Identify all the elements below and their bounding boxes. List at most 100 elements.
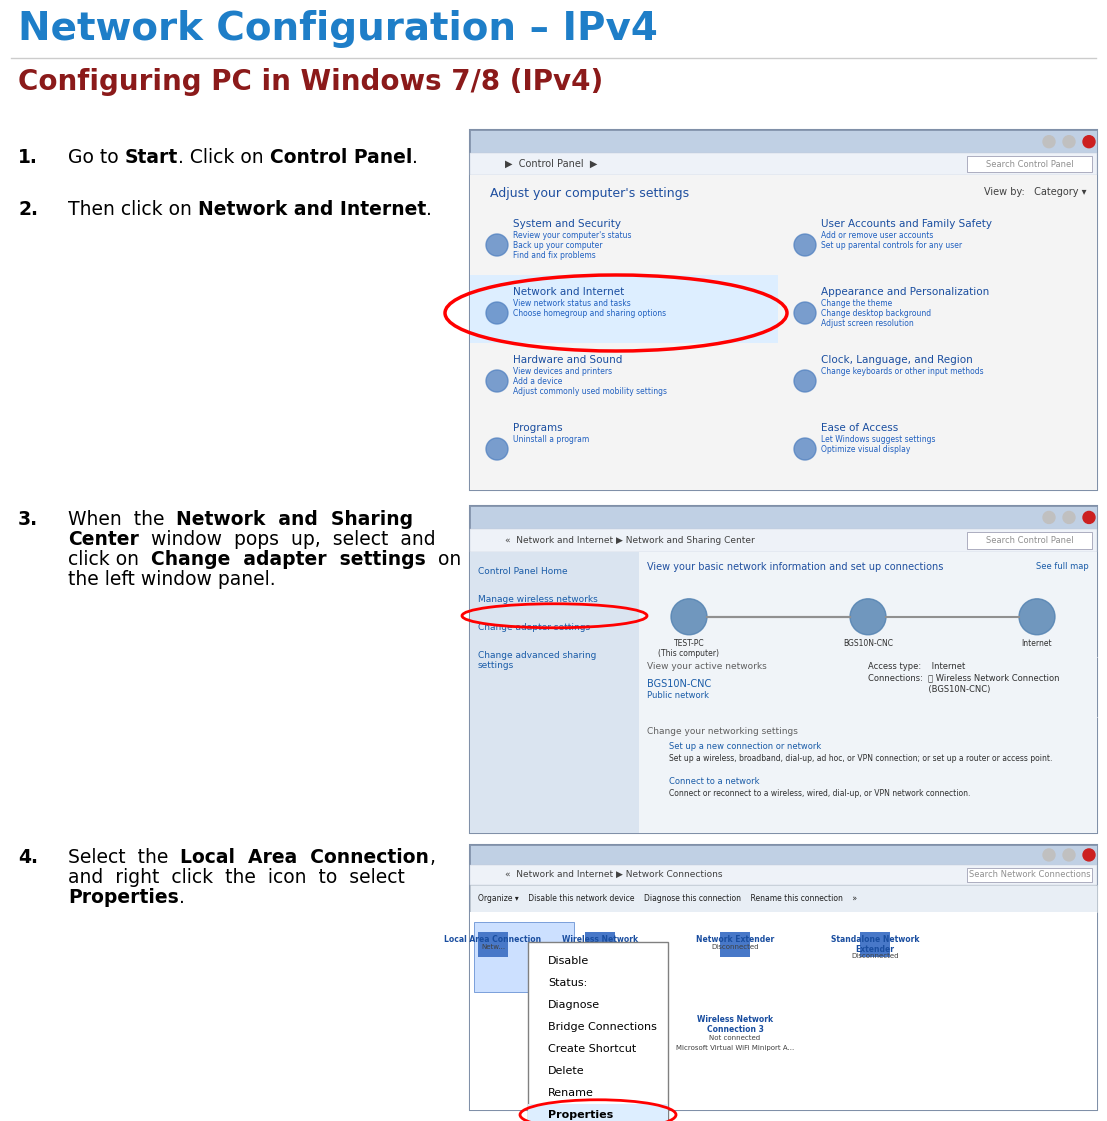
Text: Properties: Properties [548,1110,613,1120]
FancyBboxPatch shape [470,506,1097,529]
Text: User Accounts and Family Safety: User Accounts and Family Safety [821,219,992,229]
Text: .: . [426,200,432,219]
Circle shape [1043,136,1055,148]
Text: Uninstall a program: Uninstall a program [513,435,589,444]
Text: 2.: 2. [18,200,38,219]
Text: Control Panel: Control Panel [269,148,412,167]
FancyBboxPatch shape [470,865,1097,884]
Circle shape [794,438,816,460]
Text: «  Network and Internet ▶ Network and Sharing Center: « Network and Internet ▶ Network and Sha… [505,536,755,545]
Text: Local  Area  Connection: Local Area Connection [180,847,430,867]
FancyBboxPatch shape [470,506,1097,833]
Circle shape [1020,599,1055,634]
Text: .: . [178,888,185,907]
Circle shape [1063,136,1075,148]
Text: BGS1...: BGS1... [587,953,613,958]
Text: Set up a new connection or network: Set up a new connection or network [669,742,821,751]
Text: Disable: Disable [548,956,589,966]
Text: Adjust your computer's settings: Adjust your computer's settings [490,187,690,200]
Text: Network  and  Sharing: Network and Sharing [176,510,414,529]
Text: Review your computer's status: Review your computer's status [513,231,631,240]
Text: Change  adapter  settings: Change adapter settings [151,550,426,569]
Circle shape [850,599,886,634]
Text: Network and Internet: Network and Internet [198,200,426,219]
Text: View network status and tasks: View network status and tasks [513,299,631,308]
Text: on: on [426,550,461,569]
Text: View by:   Category ▾: View by: Category ▾ [984,187,1087,197]
Circle shape [1063,849,1075,861]
Text: Status:: Status: [548,978,587,988]
Text: click on: click on [68,550,151,569]
Text: Adjust commonly used mobility settings: Adjust commonly used mobility settings [513,387,668,396]
Text: Internet: Internet [1022,639,1053,648]
Text: Control Panel Home: Control Panel Home [478,567,568,576]
Text: See full map: See full map [1036,562,1089,571]
FancyBboxPatch shape [470,884,1097,911]
FancyBboxPatch shape [478,932,508,957]
Text: When  the: When the [68,510,176,529]
Text: Hardware and Sound: Hardware and Sound [513,355,622,365]
Text: Organize ▾    Disable this network device    Diagnose this connection    Rename : Organize ▾ Disable this network device D… [478,893,857,902]
Text: ▶  Control Panel  ▶: ▶ Control Panel ▶ [505,159,598,169]
Text: Delete: Delete [548,1066,584,1076]
Text: Network Configuration – IPv4: Network Configuration – IPv4 [18,10,658,48]
Text: Clock, Language, and Region: Clock, Language, and Region [821,355,973,365]
Text: Add a device: Add a device [513,377,562,386]
FancyBboxPatch shape [968,531,1092,549]
Text: Select  the: Select the [68,847,180,867]
FancyBboxPatch shape [470,911,1097,1110]
Text: Set up a wireless, broadband, dial-up, ad hoc, or VPN connection; or set up a ro: Set up a wireless, broadband, dial-up, a… [669,753,1053,762]
Text: Optimize visual display: Optimize visual display [821,445,910,454]
Text: Change adapter settings: Change adapter settings [478,623,590,632]
Text: Start: Start [125,148,178,167]
Circle shape [794,370,816,392]
Text: Ease of Access: Ease of Access [821,423,898,433]
Text: Netw...: Netw... [480,944,505,949]
Text: Change advanced sharing
settings: Change advanced sharing settings [478,651,597,670]
Text: (BGS10N-CNC): (BGS10N-CNC) [868,685,991,694]
Circle shape [486,234,508,256]
Text: Disconnected: Disconnected [712,944,758,949]
Text: Let Windows suggest settings: Let Windows suggest settings [821,435,935,444]
Circle shape [794,234,816,256]
Text: Change desktop background: Change desktop background [821,309,931,318]
FancyBboxPatch shape [639,552,1097,833]
Circle shape [486,302,508,324]
FancyBboxPatch shape [474,921,575,992]
FancyBboxPatch shape [968,868,1092,882]
Text: Network Extender: Network Extender [696,935,774,944]
Text: Not connected: Not connected [710,1035,761,1040]
Text: Change the theme: Change the theme [821,299,892,308]
Text: Microsoft Virtual WiFi Miniport A...: Microsoft Virtual WiFi Miniport A... [676,1045,794,1050]
Text: .: . [412,148,417,167]
Text: Standalone Network
Extender: Standalone Network Extender [830,935,919,954]
Circle shape [794,302,816,324]
Text: Set up parental controls for any user: Set up parental controls for any user [821,241,962,250]
FancyBboxPatch shape [470,529,1097,552]
Text: Public network: Public network [646,691,708,700]
Text: Wireless Network
Connection 2: Wireless Network Connection 2 [562,935,638,954]
Text: Create Shortcut: Create Shortcut [548,1044,637,1054]
Circle shape [486,438,508,460]
FancyBboxPatch shape [720,932,751,957]
Circle shape [1043,511,1055,524]
Circle shape [1083,136,1095,148]
Text: Manage wireless networks: Manage wireless networks [478,595,598,604]
Text: Adjust screen resolution: Adjust screen resolution [821,319,913,328]
Text: Change your networking settings: Change your networking settings [646,726,798,735]
Circle shape [486,370,508,392]
Text: «  Network and Internet ▶ Network Connections: « Network and Internet ▶ Network Connect… [505,870,723,879]
Text: Then click on: Then click on [68,200,198,219]
Text: Change keyboards or other input methods: Change keyboards or other input methods [821,367,984,376]
Text: Search Control Panel: Search Control Panel [986,159,1074,168]
Text: Local Area Connection: Local Area Connection [444,935,541,944]
FancyBboxPatch shape [470,845,1097,865]
Text: and  right  click  the  icon  to  select: and right click the icon to select [68,868,405,887]
Text: Connect or reconnect to a wireless, wired, dial-up, or VPN network connection.: Connect or reconnect to a wireless, wire… [669,789,971,798]
Text: Add or remove user accounts: Add or remove user accounts [821,231,933,240]
Circle shape [1043,849,1055,861]
Text: BGS10N-CNC: BGS10N-CNC [646,679,712,688]
Text: BGS10N-CNC: BGS10N-CNC [844,639,893,648]
Text: View your active networks: View your active networks [646,661,767,670]
Text: ,: , [430,847,435,867]
